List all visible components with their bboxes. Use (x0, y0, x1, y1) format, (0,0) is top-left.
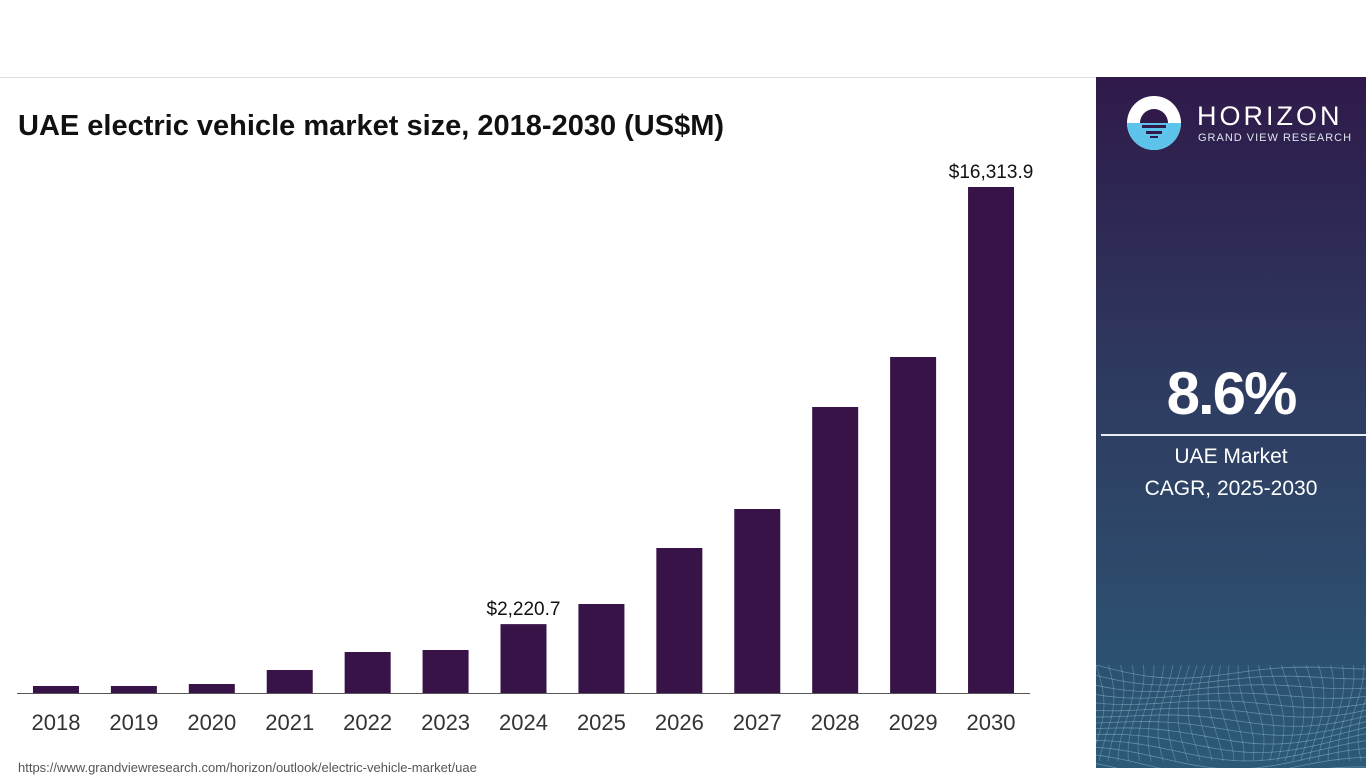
horizon-logo-icon (1127, 96, 1181, 150)
mesh-line (1327, 665, 1345, 762)
bar-2022 (344, 651, 391, 693)
mesh-line (1217, 665, 1235, 762)
x-tick-label: 2018 (31, 710, 80, 735)
mesh-line (1147, 665, 1165, 762)
cagr-label-period: CAGR, 2025-2030 (1144, 477, 1318, 500)
brand-subtitle: GRAND VIEW RESEARCH (1198, 132, 1353, 144)
mesh-line (1096, 692, 1366, 699)
mesh-line (1117, 665, 1135, 762)
bar-2026 (656, 547, 703, 693)
mesh-line (1269, 665, 1285, 762)
cagr-value: 8.6% (1166, 360, 1298, 427)
bar-2028 (812, 406, 859, 693)
mesh-line (1127, 665, 1145, 762)
mesh-line (1187, 665, 1201, 762)
mesh-line (1300, 665, 1315, 762)
x-tick-label: 2024 (499, 710, 548, 735)
bar-2018 (32, 685, 79, 693)
x-tick-label: 2023 (421, 710, 470, 735)
mesh-line (1096, 754, 1366, 768)
x-tick-label: 2020 (187, 710, 236, 735)
mesh-line (1347, 665, 1365, 762)
bar-chart: 2018 2019 2020 2021 2022 2023 2024 $2,220.7 2025… (17, 162, 1034, 735)
bar-2020 (188, 684, 235, 693)
mesh-line (1096, 740, 1366, 762)
mesh-line (1281, 665, 1295, 762)
mesh-line (1096, 674, 1366, 686)
mesh-line (1096, 733, 1366, 753)
mesh-line (1157, 665, 1174, 762)
bar-2027 (734, 509, 781, 693)
x-tick-label: 2019 (109, 710, 158, 735)
header-divider (0, 77, 1096, 78)
mesh-line (1096, 684, 1366, 693)
x-tick-label: 2027 (733, 710, 782, 735)
x-tick-label: 2021 (265, 710, 314, 735)
mesh-line (1096, 746, 1366, 768)
cagr-divider (1101, 434, 1366, 436)
mesh-decoration (1096, 665, 1366, 768)
data-label-2030: $16,313.9 (949, 162, 1034, 183)
mesh-line (1337, 665, 1355, 762)
mesh-line (1247, 665, 1265, 762)
mesh-line (1096, 727, 1366, 745)
mesh-line (1308, 665, 1325, 762)
brand-name: HORIZON (1197, 101, 1343, 131)
mesh-line (1167, 665, 1182, 762)
mesh-line (1096, 714, 1366, 727)
bar-2019 (110, 685, 157, 693)
bar-2021 (266, 669, 313, 693)
mesh-line (1096, 665, 1105, 745)
x-tick-label: 2022 (343, 710, 392, 735)
bar-2029 (890, 356, 937, 693)
mesh-line (1357, 696, 1366, 762)
mesh-line (1177, 665, 1190, 762)
data-label-2024: $2,220.7 (487, 599, 561, 620)
mesh-line (1137, 665, 1155, 762)
mesh-line (1197, 665, 1213, 762)
mesh-line (1258, 665, 1275, 762)
mesh-line (1098, 665, 1115, 762)
mesh-line (1096, 665, 1366, 679)
x-tick-label: 2028 (811, 710, 860, 735)
mesh-line (1227, 665, 1245, 762)
mesh-line (1096, 707, 1366, 718)
mesh-line (1292, 665, 1305, 762)
mesh-line (1237, 665, 1255, 762)
bar-2023 (422, 650, 469, 693)
sidebar-panel: HORIZON GRAND VIEW RESEARCH 8.6% UAE Mar… (1096, 77, 1366, 768)
mesh-line (1107, 665, 1125, 762)
x-tick-label: 2026 (655, 710, 704, 735)
x-tick-label: 2029 (889, 710, 938, 735)
bar-2030 (968, 187, 1015, 693)
bar-2024 (500, 624, 547, 693)
mesh-line (1096, 763, 1366, 768)
bar-2025 (578, 604, 625, 693)
x-tick-label: 2025 (577, 710, 626, 735)
mesh-line (1096, 700, 1366, 709)
chart-title: UAE electric vehicle market size, 2018-2… (18, 110, 725, 142)
cagr-label-market: UAE Market (1174, 445, 1288, 468)
x-tick-label: 2030 (967, 710, 1016, 735)
mesh-line (1207, 665, 1224, 762)
mesh-line (1096, 721, 1366, 736)
mesh-line (1317, 665, 1335, 762)
